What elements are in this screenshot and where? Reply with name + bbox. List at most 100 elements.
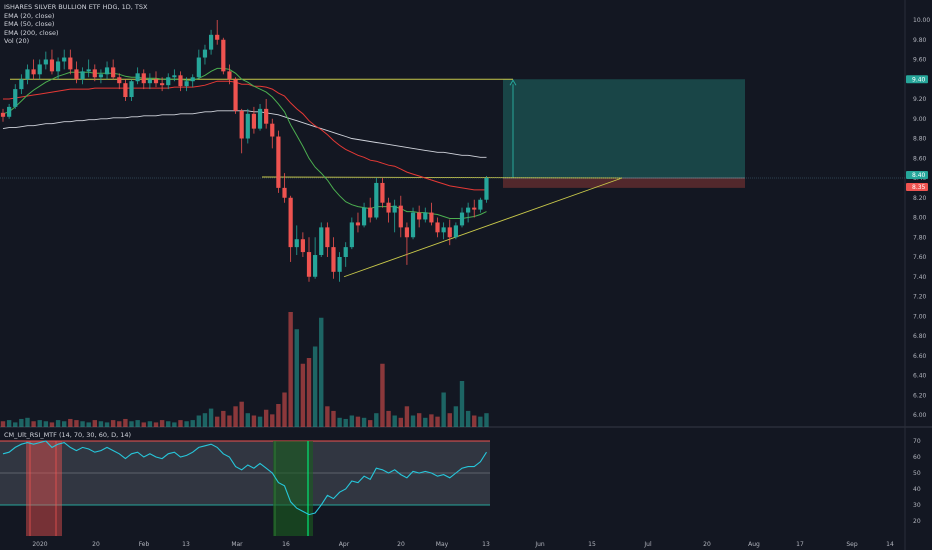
candle-body <box>153 79 159 84</box>
price-tick-label: 6.60 <box>913 353 927 360</box>
candle-body <box>361 207 367 226</box>
volume-bar <box>19 418 24 427</box>
volume-bar <box>355 416 361 427</box>
candle-body <box>355 222 361 226</box>
candle-body <box>7 106 12 117</box>
candle-body <box>325 227 330 248</box>
time-tick-label: 2020 <box>32 541 47 548</box>
legend-volume: Vol (20) <box>4 37 30 46</box>
volume-bar <box>37 420 42 427</box>
volume-bar <box>294 329 299 427</box>
volume-bar <box>208 408 214 427</box>
price-tick-label: 8.80 <box>913 136 927 143</box>
candle-body <box>135 73 140 82</box>
candle-body <box>435 222 440 233</box>
volume-bar <box>435 416 440 427</box>
candle-body <box>294 239 299 248</box>
rsi-legend: CM_Ult_RSI_MTF (14, 70, 30, 60, D, 14) <box>4 431 132 439</box>
price-tick-label: 10.00 <box>913 17 930 24</box>
price-tick-label: 8.60 <box>913 155 927 162</box>
candle-body <box>245 113 250 139</box>
volume-bar <box>153 422 159 427</box>
rsi-tick-label: 20 <box>913 518 921 525</box>
time-tick-label: 20 <box>92 541 100 548</box>
candle-body <box>429 212 434 223</box>
volume-bar <box>178 420 183 427</box>
price-tick-label: 7.00 <box>913 313 927 320</box>
time-tick-label: Jun <box>534 541 545 548</box>
time-tick-label: Apr <box>339 541 350 548</box>
candle-body <box>472 207 477 210</box>
candle-body <box>190 77 195 82</box>
candle-body <box>233 79 238 111</box>
candle-body <box>43 59 48 65</box>
candle-body <box>55 61 61 72</box>
candle-body <box>25 69 30 80</box>
candle-body <box>62 57 67 62</box>
legend-ema20: EMA (20, close) <box>4 11 55 20</box>
candle-body <box>331 247 336 272</box>
price-tick-label: 6.80 <box>913 333 927 340</box>
price-tick-label: 9.20 <box>913 96 927 103</box>
volume-bar <box>453 406 459 427</box>
volume-bar <box>319 317 324 427</box>
candle-body <box>202 49 208 58</box>
candle-body <box>37 64 42 75</box>
rsi-overbought-highlight <box>26 441 62 536</box>
volume-bar <box>62 421 67 427</box>
candle-body <box>337 257 342 272</box>
volume-bar <box>349 415 355 427</box>
price-tag <box>906 182 928 191</box>
price-tick-label: 8.00 <box>913 215 927 222</box>
volume-bar <box>166 421 171 427</box>
candle-body <box>478 199 483 210</box>
candle-body <box>215 34 220 40</box>
volume-bar <box>25 417 30 427</box>
volume-bar <box>74 420 79 427</box>
volume-bar <box>288 312 293 427</box>
volume-bar <box>276 404 281 427</box>
volume-bar <box>282 392 287 427</box>
candle-body <box>227 71 232 80</box>
volume-bar <box>386 410 391 427</box>
candle-body <box>80 71 85 80</box>
volume-bar <box>215 416 220 427</box>
time-tick-label: 15 <box>588 541 596 548</box>
volume-bar <box>343 418 348 427</box>
volume-bar <box>257 416 263 427</box>
volume-bar <box>380 363 385 427</box>
candle-body <box>313 255 318 277</box>
volume-bar <box>43 421 49 427</box>
candle-body <box>92 69 97 78</box>
rsi-tick-label: 40 <box>913 486 921 493</box>
candle-body <box>172 75 177 78</box>
volume-bar <box>68 418 73 427</box>
candle-body <box>466 207 471 213</box>
candle-body <box>343 247 348 257</box>
candle-body <box>368 207 373 218</box>
candle-body <box>349 222 354 248</box>
volume-bar <box>337 417 342 427</box>
candle-body <box>441 227 446 233</box>
target-zone <box>503 79 745 178</box>
volume-bar <box>300 363 306 427</box>
candle-body <box>257 108 263 129</box>
candle-body <box>123 83 128 98</box>
volume-bar <box>447 413 452 427</box>
target-arrow-head <box>509 79 517 86</box>
time-tick-label: Sep <box>846 541 858 548</box>
volume-bar <box>423 417 428 427</box>
time-tick-label: Jul <box>643 541 652 548</box>
candle-body <box>19 79 24 90</box>
candle-body <box>484 178 489 200</box>
volume-bar <box>368 420 373 427</box>
volume-bar <box>123 418 128 427</box>
volume-bar <box>172 422 177 427</box>
price-tag <box>906 171 928 179</box>
candle-body <box>49 59 55 72</box>
rsi-line <box>2 440 487 516</box>
price-tick-label: 8.20 <box>913 195 927 202</box>
candle-body <box>86 69 91 72</box>
volume-bar <box>129 421 134 427</box>
